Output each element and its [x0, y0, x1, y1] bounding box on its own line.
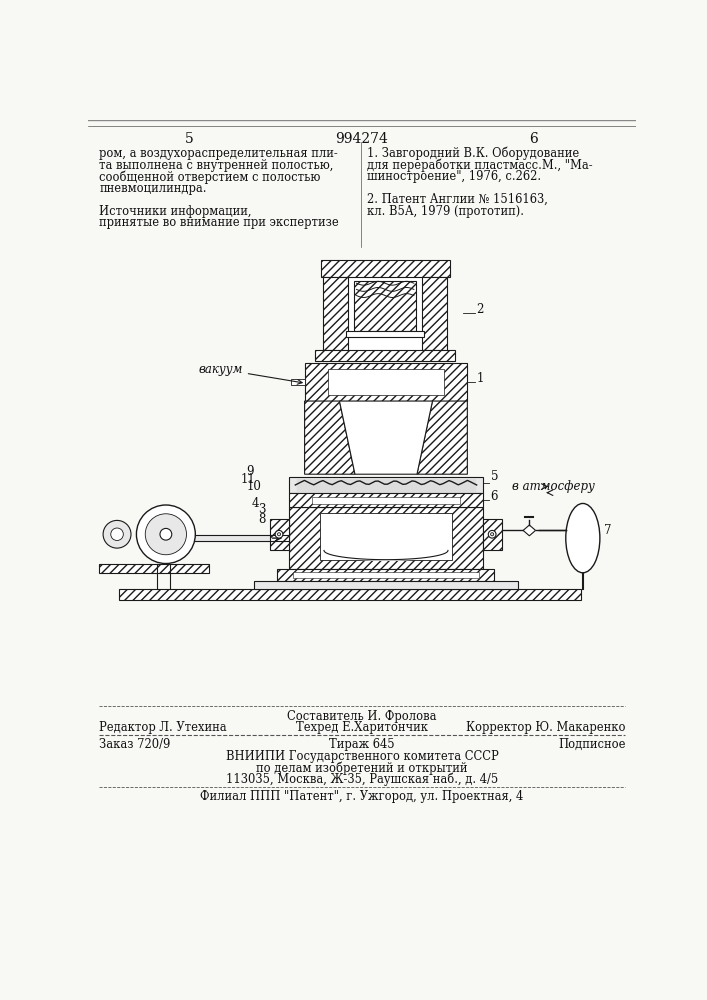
Text: 11: 11 — [241, 473, 256, 486]
Bar — [483, 519, 502, 550]
Bar — [323, 277, 348, 350]
Text: Подписное: Подписное — [558, 738, 626, 751]
Circle shape — [489, 530, 496, 538]
Bar — [289, 493, 483, 507]
Circle shape — [277, 533, 281, 536]
Text: вакуум: вакуум — [199, 363, 302, 384]
Bar — [293, 572, 479, 578]
Bar — [354, 281, 416, 331]
Circle shape — [111, 528, 123, 540]
Bar — [255, 581, 518, 589]
Text: 3: 3 — [258, 503, 266, 516]
Bar — [328, 369, 444, 395]
Text: Заказ 720/9: Заказ 720/9 — [99, 738, 170, 751]
Circle shape — [103, 520, 131, 548]
Text: 5: 5 — [185, 132, 194, 146]
Text: 9: 9 — [247, 465, 254, 478]
Text: 10: 10 — [247, 480, 262, 493]
Text: 113035, Москва, Ж-35, Раушская наб., д. 4/5: 113035, Москва, Ж-35, Раушская наб., д. … — [226, 773, 498, 786]
Text: ром, а воздухораспределительная пли-: ром, а воздухораспределительная пли- — [99, 147, 338, 160]
Bar — [346, 331, 424, 337]
Text: 4: 4 — [252, 497, 259, 510]
Text: кл. В5А, 1979 (прототип).: кл. В5А, 1979 (прототип). — [368, 205, 525, 218]
Text: 6: 6 — [491, 490, 498, 503]
Bar — [422, 277, 448, 350]
Bar — [277, 569, 494, 581]
Polygon shape — [417, 401, 467, 474]
Text: Тираж 645: Тираж 645 — [329, 738, 395, 751]
Text: пневмоцилиндра.: пневмоцилиндра. — [99, 182, 206, 195]
Circle shape — [145, 514, 187, 555]
Text: в атмосферу: в атмосферу — [513, 480, 595, 493]
Text: сообщенной отверстием с полостью: сообщенной отверстием с полостью — [99, 170, 320, 184]
Text: 1. Завгородний В.К. Оборудование: 1. Завгородний В.К. Оборудование — [368, 147, 580, 160]
Polygon shape — [523, 525, 535, 536]
Bar — [99, 564, 209, 573]
Text: 2. Патент Англии № 1516163,: 2. Патент Англии № 1516163, — [368, 193, 548, 206]
Bar — [289, 477, 483, 493]
Bar — [119, 589, 580, 600]
Text: та выполнена с внутренней полостью,: та выполнена с внутренней полостью, — [99, 158, 334, 172]
Circle shape — [491, 533, 493, 536]
Text: для переработки пластмасс.М., "Ма-: для переработки пластмасс.М., "Ма- — [368, 158, 593, 172]
Bar — [305, 363, 467, 401]
Bar — [291, 379, 305, 385]
Text: Корректор Ю. Макаренко: Корректор Ю. Макаренко — [466, 721, 626, 734]
Text: по делам изобретений и открытий: по делам изобретений и открытий — [256, 761, 468, 775]
Polygon shape — [305, 401, 355, 474]
Text: 6: 6 — [530, 132, 538, 146]
Bar — [320, 513, 452, 560]
Text: 7: 7 — [604, 524, 612, 537]
Text: ВНИИПИ Государственного комитета СССР: ВНИИПИ Государственного комитета СССР — [226, 750, 498, 763]
Text: Редактор Л. Утехина: Редактор Л. Утехина — [99, 721, 227, 734]
Text: Техред Е.Харитончик: Техред Е.Харитончик — [296, 721, 428, 734]
Bar — [348, 277, 422, 350]
Ellipse shape — [566, 503, 600, 573]
Polygon shape — [339, 401, 433, 474]
Bar — [315, 350, 455, 361]
Text: 994274: 994274 — [336, 132, 388, 146]
Text: Филиал ППП "Патент", г. Ужгород, ул. Проектная, 4: Филиал ППП "Патент", г. Ужгород, ул. Про… — [200, 790, 524, 803]
Text: Составитель И. Фролова: Составитель И. Фролова — [287, 710, 437, 723]
Bar — [321, 260, 450, 277]
Text: 8: 8 — [258, 513, 265, 526]
Circle shape — [136, 505, 195, 564]
Bar — [312, 497, 460, 504]
Text: принятые во внимание при экспертизе: принятые во внимание при экспертизе — [99, 216, 339, 229]
Circle shape — [160, 528, 172, 540]
Bar — [289, 507, 483, 569]
Text: 1: 1 — [477, 372, 484, 385]
Text: 2: 2 — [477, 303, 484, 316]
Text: Источники информации,: Источники информации, — [99, 205, 252, 218]
Circle shape — [275, 530, 283, 538]
Bar — [270, 519, 289, 550]
Text: шиностроение", 1976, с.262.: шиностроение", 1976, с.262. — [368, 170, 542, 183]
Text: 5: 5 — [491, 470, 498, 483]
